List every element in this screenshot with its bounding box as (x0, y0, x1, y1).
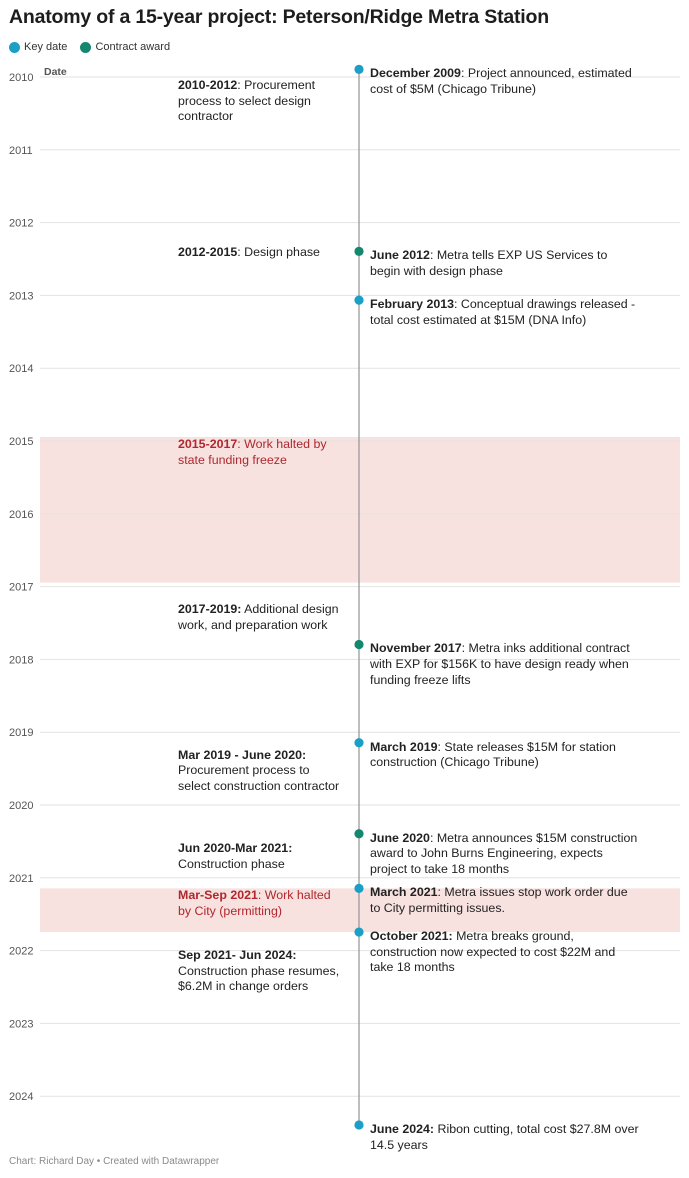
y-tick-label: 2024 (9, 1091, 33, 1103)
y-tick-label: 2015 (9, 436, 33, 448)
chart-title: Anatomy of a 15-year project: Peterson/R… (9, 6, 549, 28)
phase-annotation-date: 2012-2015 (178, 245, 238, 260)
event-annotation-text: : Metra issues stop work order due to Ci… (370, 885, 628, 915)
event-annotation-text: : Metra announces $15M construction awar… (370, 830, 638, 876)
phase-annotation-date: Jun 2020-Mar 2021: (178, 840, 293, 855)
event-annotation-text: : Metra tells EXP US Services to begin w… (370, 248, 608, 278)
y-tick-label: 2019 (9, 727, 33, 739)
event-annotation-date: November 2017 (370, 641, 462, 656)
event-annotation-date: June 2012 (370, 248, 430, 263)
halt-band (40, 888, 680, 933)
key-date-point (354, 927, 364, 937)
y-tick-label: 2023 (9, 1018, 33, 1030)
y-tick-label: 2022 (9, 946, 33, 958)
event-annotation: October 2021: Metra breaks ground, const… (370, 929, 640, 976)
event-annotation-text: : Metra inks additional contract with EX… (370, 641, 630, 687)
y-tick-label: 2014 (9, 363, 33, 375)
legend-label: Contract award (95, 41, 171, 53)
key-date-point (354, 883, 364, 893)
event-annotation-text: : Conceptual drawings released - total c… (370, 297, 636, 327)
key-date-dot-icon (9, 41, 20, 53)
key-date-point (354, 1120, 364, 1130)
event-annotation-date: February 2013 (370, 297, 455, 312)
key-date-point (354, 64, 364, 74)
y-tick-label: 2012 (9, 218, 33, 230)
phase-annotation-text: : Procurement process to select design c… (178, 78, 316, 124)
y-tick-label: 2018 (9, 654, 33, 666)
phase-annotation-text: Construction phase resumes, $6.2M in cha… (178, 963, 340, 994)
phase-annotation-date: 2010-2012 (178, 78, 238, 92)
event-annotation-date: October 2021: (370, 929, 453, 944)
contract-award-point (354, 829, 364, 839)
y-tick-label: 2021 (9, 873, 33, 885)
event-annotation: March 2021: Metra issues stop work order… (370, 885, 640, 916)
event-annotation: November 2017: Metra inks additional con… (370, 641, 640, 688)
y-tick-label: 2017 (9, 582, 33, 594)
event-annotation-text: Metra breaks ground, construction now ex… (370, 929, 616, 975)
event-annotation: June 2024: Ribon cutting, total cost $27… (370, 1122, 640, 1153)
phase-annotation: Sep 2021- Jun 2024: Construction phase r… (178, 948, 343, 995)
phase-annotation: 2010-2012: Procurement process to select… (178, 78, 343, 125)
event-annotation-date: March 2021 (370, 885, 438, 900)
halt-band (40, 437, 680, 583)
event-annotation: March 2019: State releases $15M for stat… (370, 740, 640, 771)
halt-annotation-date: 2015-2017 (178, 437, 238, 451)
halt-annotation-date: Mar-Sep 2021 (178, 888, 258, 903)
event-annotation-text: : State releases $15M for station constr… (370, 739, 616, 770)
contract-award-point (354, 246, 364, 256)
y-tick-label: 2010 (9, 72, 33, 84)
halt-annotation: 2015-2017: Work halted by state funding … (178, 437, 343, 468)
phase-annotation: Jun 2020-Mar 2021: Construction phase (178, 841, 343, 872)
y-tick-label: 2011 (9, 145, 33, 157)
event-annotation: June 2012: Metra tells EXP US Services t… (370, 248, 640, 279)
legend-item-key-date: Key date (9, 41, 67, 53)
phase-annotation-text: Procurement process to select constructi… (178, 763, 340, 793)
halt-annotation-text: : Work halted by City (permitting) (178, 888, 331, 918)
contract-award-dot-icon (80, 41, 92, 53)
event-annotation-text: Ribon cutting, total cost $27.8M over 14… (370, 1121, 639, 1152)
event-annotation: December 2009: Project announced, estima… (370, 66, 640, 97)
key-date-point (354, 295, 364, 305)
phase-annotation-date: Sep 2021- Jun 2024: (178, 947, 297, 962)
phase-annotation-text: Additional design work, and preparation … (178, 602, 339, 632)
halt-annotation: Mar-Sep 2021: Work halted by City (permi… (178, 888, 343, 919)
event-annotation-date: March 2019 (370, 739, 438, 754)
event-annotation-date: June 2020 (370, 830, 430, 845)
y-tick-label: 2013 (9, 290, 33, 302)
legend-item-contract-award: Contract award (80, 41, 170, 53)
phase-annotation: 2017-2019: Additional design work, and p… (178, 602, 343, 633)
halt-annotation-text: : Work halted by state funding freeze (178, 437, 327, 467)
y-axis-title: Date (44, 66, 67, 78)
legend: Key date Contract award (9, 41, 180, 55)
event-annotation-text: : Project announced, estimated cost of $… (370, 66, 632, 96)
phase-annotation: 2012-2015: Design phase (178, 245, 343, 261)
contract-award-point (354, 639, 364, 650)
event-annotation-date: December 2009 (370, 66, 461, 81)
phase-annotation-date: 2017-2019: (178, 602, 242, 617)
y-tick-label: 2020 (9, 800, 33, 812)
phase-annotation: Mar 2019 - June 2020: Procurement proces… (178, 748, 343, 795)
phase-annotation-text: : Design phase (237, 245, 320, 260)
phase-annotation-text: Construction phase (178, 856, 285, 871)
event-annotation: February 2013: Conceptual drawings relea… (370, 297, 640, 328)
legend-label: Key date (24, 41, 68, 53)
phase-annotation-date: Mar 2019 - June 2020: (178, 747, 307, 762)
key-date-point (354, 738, 364, 748)
y-tick-label: 2016 (9, 509, 33, 521)
event-annotation: June 2020: Metra announces $15M construc… (370, 831, 640, 878)
event-annotation-date: June 2024: (370, 1121, 435, 1136)
chart-credit: Chart: Richard Day • Created with Datawr… (9, 1156, 220, 1167)
